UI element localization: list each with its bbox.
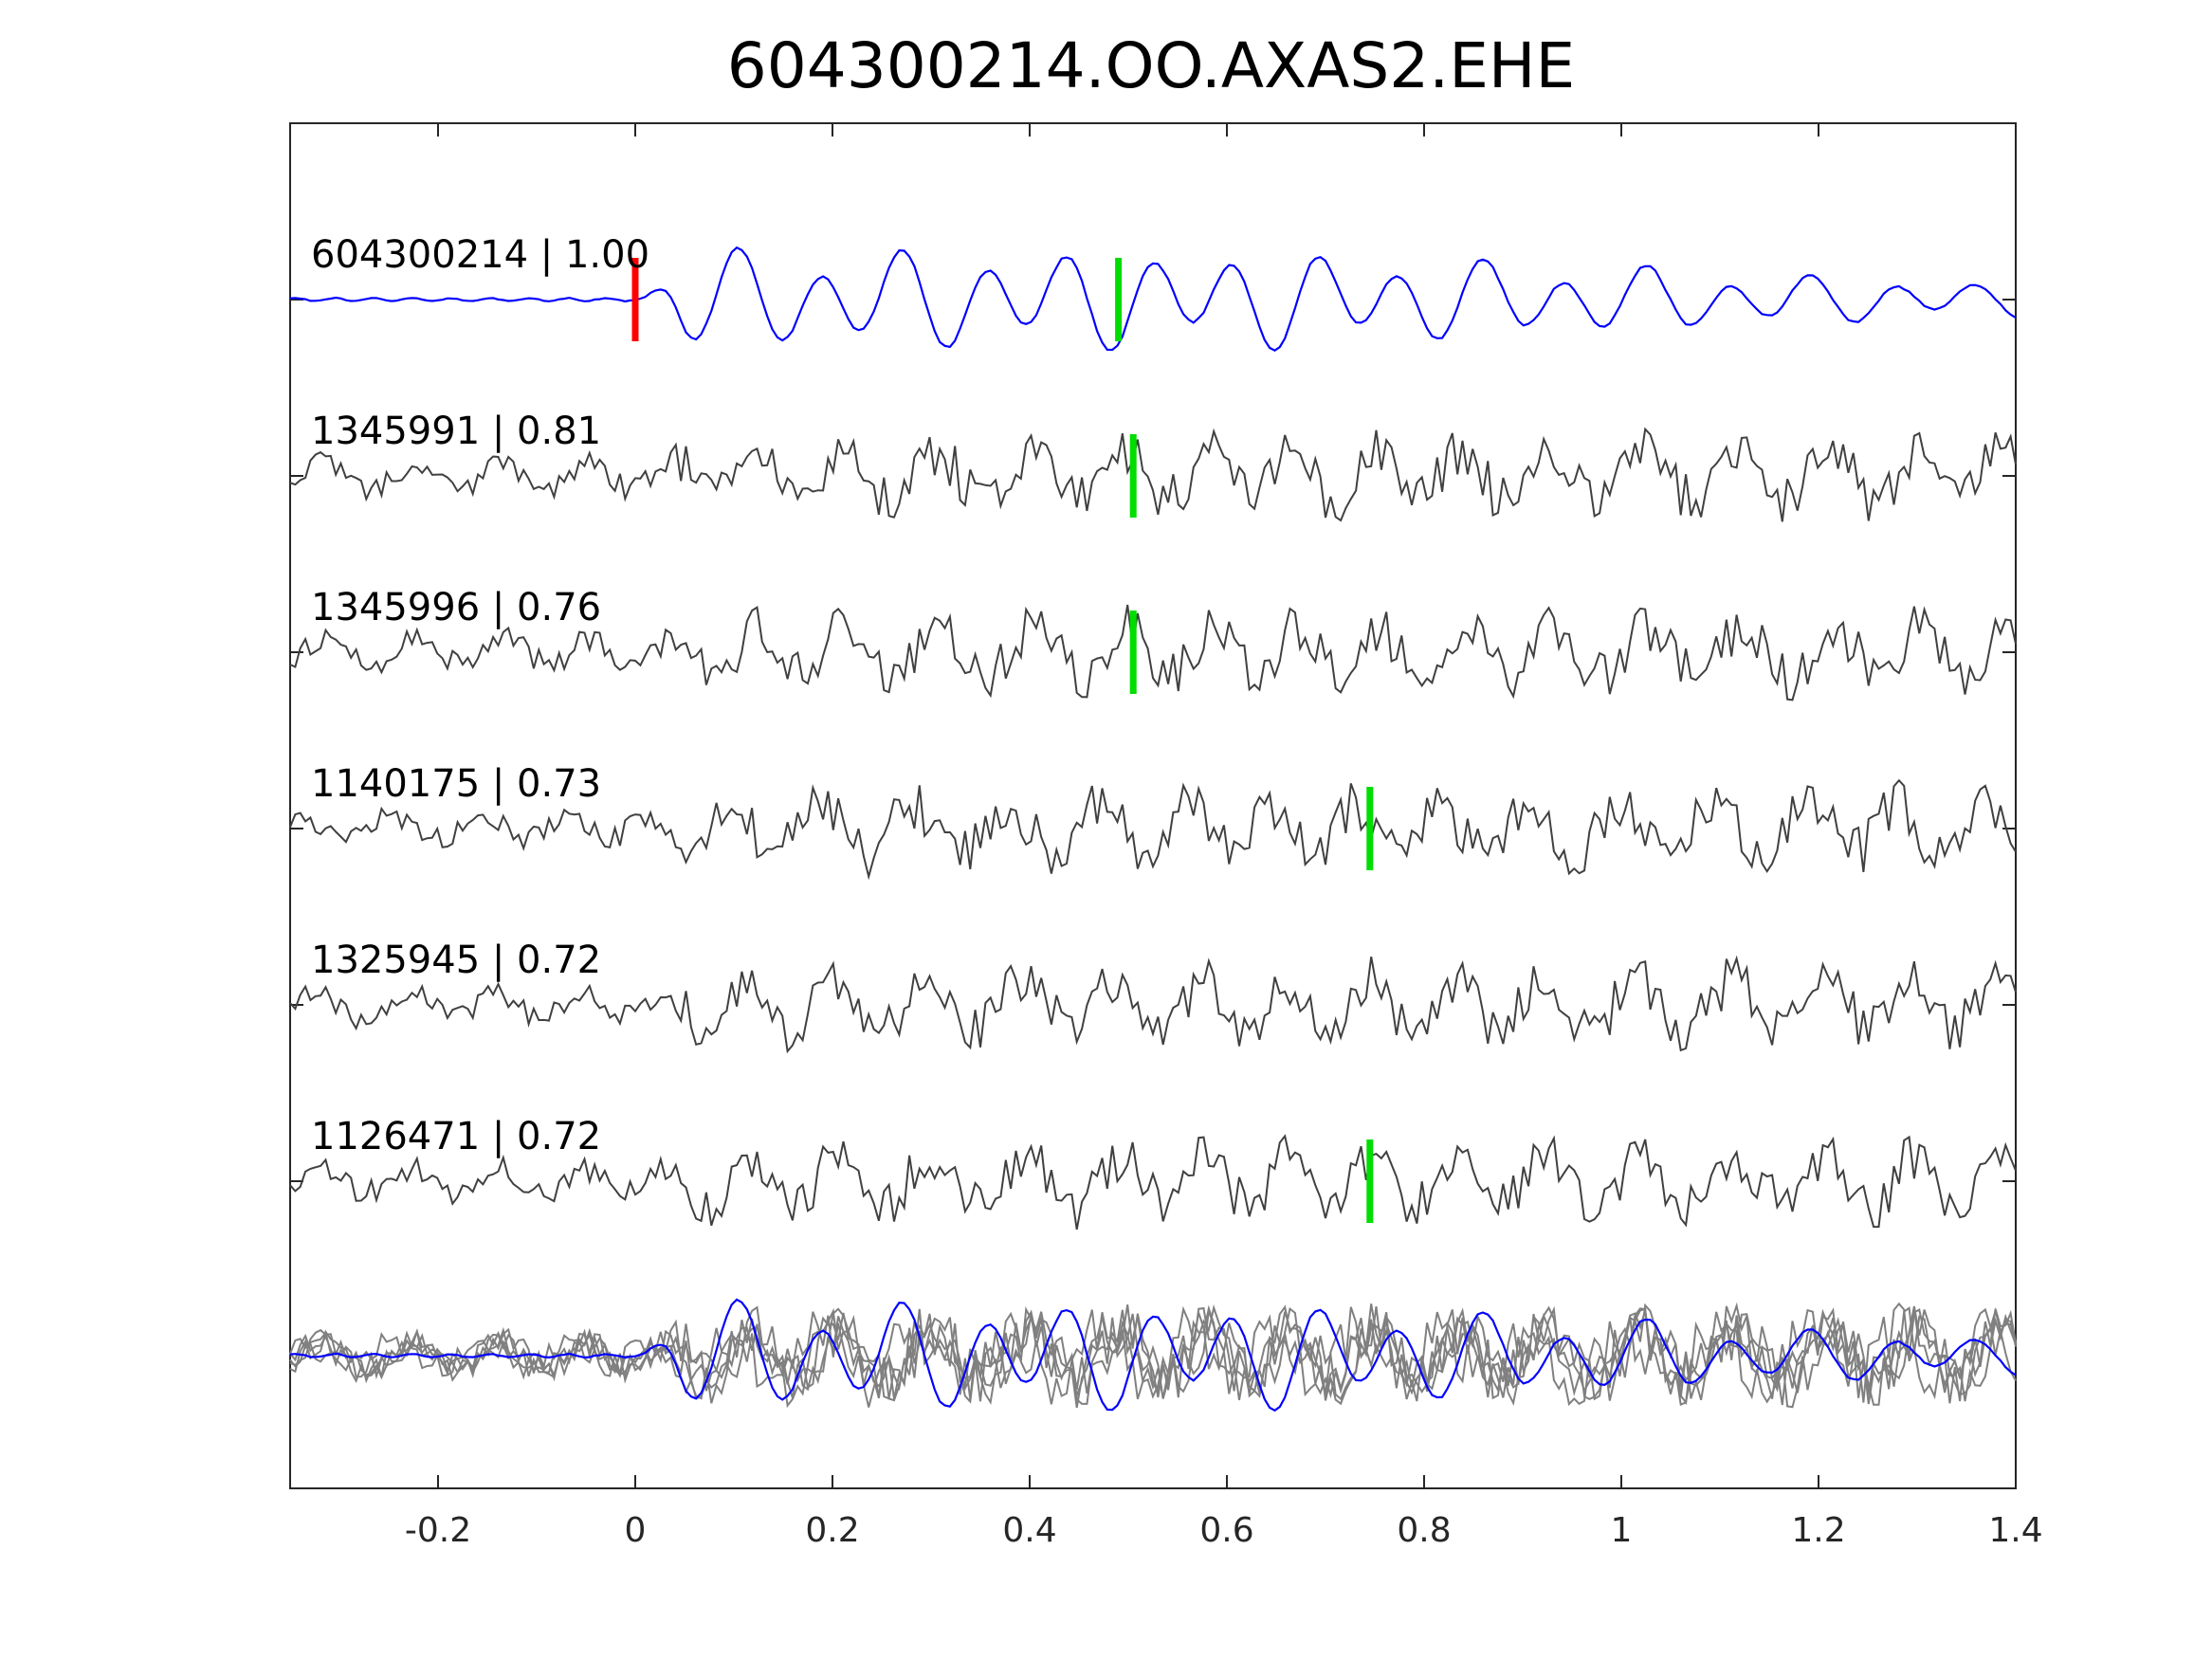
trace-line bbox=[289, 778, 2017, 881]
trace-line bbox=[289, 246, 2017, 352]
trace-labels: 604300214 | 1.00 1345991 | 0.81 1345996 | … bbox=[311, 233, 649, 1158]
trace-label: 1126471 | 0.72 bbox=[311, 1115, 601, 1158]
x-tick-label: 0.2 bbox=[805, 1511, 859, 1550]
trace-line bbox=[289, 604, 2017, 702]
trace-label: 1345991 | 0.81 bbox=[311, 410, 601, 453]
trace-line bbox=[289, 427, 2017, 522]
overlay-trace-line bbox=[289, 1302, 2017, 1409]
overlay-template-line bbox=[289, 1298, 2017, 1413]
plot-area-frame bbox=[289, 122, 2017, 1489]
x-axis-ticks bbox=[290, 123, 2017, 1488]
trace-line bbox=[289, 1134, 2017, 1231]
x-tick-label: 1.4 bbox=[1988, 1511, 2042, 1550]
trace-label: 1345996 | 0.76 bbox=[311, 586, 601, 629]
x-tick-label: 0.8 bbox=[1397, 1511, 1451, 1550]
overlay-stack bbox=[289, 1298, 2017, 1413]
overlay-trace-line bbox=[289, 1304, 2017, 1409]
pick-markers bbox=[631, 258, 1374, 1223]
x-tick-label: 1 bbox=[1611, 1511, 1633, 1550]
x-axis-tick-labels: -0.2 0 0.2 0.4 0.6 0.8 1 1.2 1.4 bbox=[405, 1511, 2043, 1550]
x-tick-label: 0.4 bbox=[1002, 1511, 1056, 1550]
trace-label: 1325945 | 0.72 bbox=[311, 939, 601, 982]
trace-label: 1140175 | 0.73 bbox=[311, 762, 601, 806]
trace-stack bbox=[289, 246, 2017, 1231]
trace-label: 604300214 | 1.00 bbox=[311, 233, 649, 277]
overlay-trace-line bbox=[289, 1302, 2017, 1408]
trace-line bbox=[289, 955, 2017, 1054]
x-tick-label: 0.6 bbox=[1199, 1511, 1253, 1550]
x-tick-label: -0.2 bbox=[405, 1511, 471, 1550]
chart-title: 604300214.OO.AXAS2.EHE bbox=[727, 29, 1576, 102]
x-tick-label: 0 bbox=[625, 1511, 647, 1550]
x-tick-label: 1.2 bbox=[1791, 1511, 1845, 1550]
